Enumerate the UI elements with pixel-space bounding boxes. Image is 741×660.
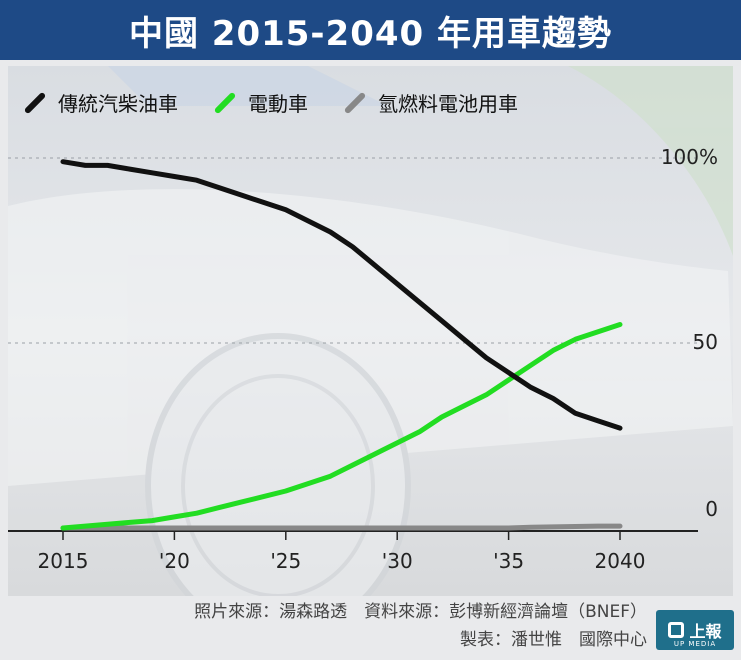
chart-area: 2015 '20 '25 '30 '35 2040 0 50 100% (8, 66, 733, 596)
legend-label-2: 氫燃料電池用車 (378, 92, 518, 116)
credits-line-1: 照片來源：湯森路透 資料來源：彭博新經濟論壇（BNEF） (194, 602, 647, 622)
publisher-logo: 上報 UP MEDIA (656, 610, 734, 650)
logo-mark-icon (668, 622, 685, 638)
series-layer (60, 159, 623, 531)
x-tick-label-5: 2040 (595, 549, 646, 573)
chart-title: 中國 2015-2040 年用車趨勢 (128, 13, 613, 54)
legend-item-0: 傳統汽柴油車 (22, 88, 178, 117)
grid (8, 157, 698, 344)
legend-swatch-2 (343, 91, 367, 114)
tick-labels: 2015 '20 '25 '30 '35 2040 0 50 100% (38, 145, 718, 573)
title-bar: 中國 2015-2040 年用車趨勢 (0, 0, 741, 60)
series-line-2 (60, 523, 623, 531)
y-tick-label-1: 50 (693, 330, 718, 354)
x-tick-label-3: '30 (382, 549, 413, 573)
legend: 傳統汽柴油車 電動車 氫燃料電池用車 (22, 88, 552, 117)
axes (8, 530, 698, 540)
x-tick-label-1: '20 (159, 549, 190, 573)
y-tick-label-2: 100% (661, 145, 718, 169)
legend-item-2: 氫燃料電池用車 (342, 88, 518, 117)
legend-label-0: 傳統汽柴油車 (58, 92, 178, 116)
x-tick-label-4: '35 (493, 549, 524, 573)
credits: 照片來源：湯森路透 資料來源：彭博新經濟論壇（BNEF） 製表：潘世惟 國際中心 (194, 598, 647, 654)
legend-swatch-0 (23, 91, 47, 114)
series-line-1 (60, 322, 623, 531)
logo-subtext: UP MEDIA (673, 640, 717, 648)
series-line-0 (60, 159, 623, 431)
credits-line-2: 製表：潘世惟 國際中心 (460, 630, 647, 650)
legend-swatch-1 (213, 91, 237, 114)
legend-item-1: 電動車 (212, 88, 308, 117)
y-tick-label-0: 0 (705, 497, 718, 521)
line-chart: 2015 '20 '25 '30 '35 2040 0 50 100% (8, 66, 733, 596)
logo-text: 上報 (689, 622, 722, 641)
legend-label-1: 電動車 (248, 92, 308, 116)
x-tick-label-2: '25 (270, 549, 301, 573)
x-tick-label-0: 2015 (38, 549, 89, 573)
